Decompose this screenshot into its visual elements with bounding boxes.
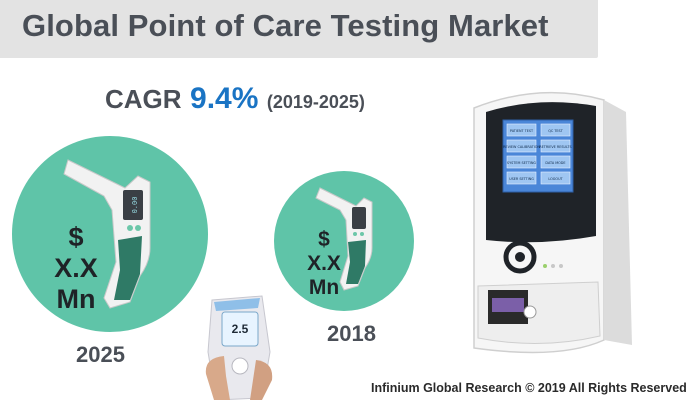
thermometer-icon-small — [315, 187, 373, 291]
thermometer-display-large: 0.00 — [132, 197, 140, 214]
analyzer-screen-button-label: LOGOUT — [548, 177, 563, 181]
base-currency: $ — [318, 228, 330, 251]
copyright-credit: Infinium Global Research © 2019 All Righ… — [371, 381, 687, 395]
analyzer-screen-button-label: REVIEW CALIBRATION — [503, 145, 540, 149]
base-value: $ X.X Mn — [286, 228, 362, 300]
cagr-label: CAGR — [105, 84, 182, 114]
analyzer-screen-buttons: PATIENT TEST QC TEST REVIEW CALIBRATION RET… — [503, 123, 572, 185]
handheld-meter-icon — [205, 295, 273, 400]
forecast-unit: Mn — [56, 284, 96, 315]
forecast-amount: X.X — [54, 253, 98, 284]
forecast-currency: $ — [68, 222, 84, 252]
base-amount: X.X — [307, 252, 341, 276]
base-year: 2018 — [327, 321, 376, 346]
base-unit: Mn — [308, 276, 340, 300]
forecast-value: $ X.X Mn — [26, 222, 126, 315]
analyzer-screen-button-label: QC TEST — [548, 129, 563, 133]
analyzer-screen-button: RETRIEVE RESULTS — [539, 139, 572, 153]
cagr-value: 9.4% — [190, 82, 259, 115]
analyzer-screen-button: USER SETTING — [506, 171, 537, 185]
cagr-line: CAGR 9.4% (2019-2025) — [105, 82, 365, 116]
forecast-year: 2025 — [76, 342, 125, 367]
page-title: Global Point of Care Testing Market — [22, 8, 549, 43]
analyzer-screen-button: REVIEW CALIBRATION — [503, 139, 540, 153]
analyzer-screen-button-label: PATIENT TEST — [510, 129, 534, 133]
analyzer-screen-button-label: USER SETTING — [509, 177, 534, 181]
title-banner: Global Point of Care Testing Market — [0, 0, 598, 58]
analyzer-screen-button: QC TEST — [540, 123, 571, 137]
cagr-period: (2019-2025) — [266, 92, 365, 112]
analyzer-screen-button: SYSTEM SETTING — [506, 155, 537, 169]
analyzer-screen-button: LOGOUT — [540, 171, 571, 185]
analyzer-screen-button: PATIENT TEST — [506, 123, 537, 137]
thermometer-icon-large — [63, 159, 151, 309]
analyzer-screen-button-label: DATA MODE — [545, 161, 565, 165]
meter-display-value: 2.5 — [232, 322, 249, 336]
analyzer-screen-button: DATA MODE — [540, 155, 571, 169]
analyzer-screen-button-label: RETRIEVE RESULTS — [539, 145, 571, 149]
analyzer-screen-button-label: SYSTEM SETTING — [507, 161, 537, 165]
